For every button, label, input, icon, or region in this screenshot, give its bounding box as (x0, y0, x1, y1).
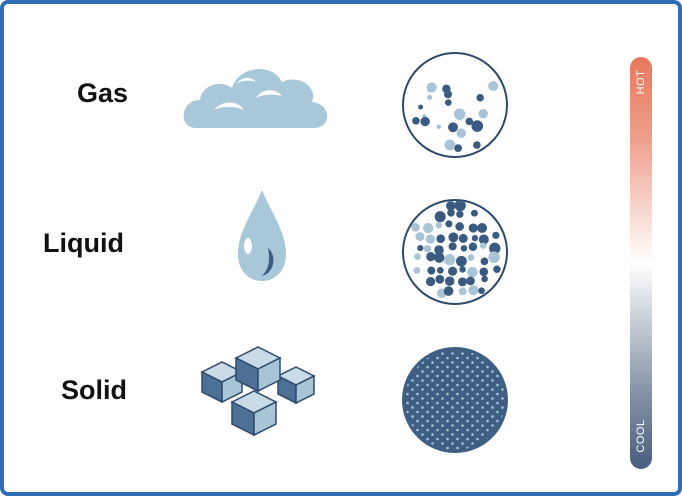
gas-particle (444, 99, 452, 106)
gas-particle (436, 124, 442, 130)
liquid-particle (458, 233, 468, 243)
liquid-particle (425, 276, 436, 287)
liquid-particle (435, 222, 443, 229)
gas-particle (426, 82, 437, 93)
drop (238, 190, 286, 281)
liquid-particle (466, 276, 475, 286)
liquid-particle (460, 245, 468, 252)
gas-particle (456, 128, 467, 138)
liquid-particle (413, 267, 421, 274)
liquid-particle (427, 266, 436, 275)
drop-icon (238, 190, 286, 281)
liquid-particle (493, 265, 501, 273)
liquid-particle (448, 266, 458, 276)
liquid-particle (455, 222, 464, 231)
liquid-particle (467, 266, 478, 278)
drop-shade (262, 248, 274, 276)
liquid-particle (436, 234, 445, 243)
gas-particle (448, 122, 458, 133)
liquid-particle (445, 276, 455, 286)
liquid-particle (435, 274, 445, 284)
liquid-particle (489, 242, 501, 254)
solid-lattice (405, 350, 505, 450)
gas-particle (476, 93, 484, 102)
drop-highlight (244, 238, 252, 254)
liquid-particle (480, 257, 489, 266)
liquid-particle (426, 252, 436, 262)
gas-particles (402, 52, 508, 158)
liquid-particle (434, 211, 446, 223)
hot-label: HOT (635, 70, 647, 95)
liquid-particle (425, 234, 436, 244)
liquid-particle (479, 242, 487, 249)
gas-particle (454, 144, 462, 153)
liquid-particle (481, 275, 488, 283)
liquid-particle (445, 220, 453, 228)
gas-particle (444, 139, 456, 151)
liquid-particle (478, 287, 485, 295)
liquid-particle (434, 245, 444, 255)
cloud-highlight (214, 102, 244, 110)
liquid-particle (470, 209, 478, 217)
liquid-particle (456, 255, 467, 267)
liquid-particle (477, 223, 488, 233)
temperature-bar (630, 57, 652, 469)
liquid-particle (458, 287, 467, 296)
state-label: Liquid (43, 228, 124, 258)
gas-particle (442, 84, 451, 94)
liquid-particle (459, 266, 466, 273)
liquid-particle (414, 253, 421, 261)
liquid-particle (415, 232, 425, 242)
cool-label: COOL (635, 419, 647, 452)
cloud-highlight (256, 90, 282, 98)
cloud-highlight (236, 77, 256, 84)
cloud-icon (183, 69, 328, 128)
liquid-particle (447, 208, 455, 217)
gas-particle (453, 108, 466, 120)
liquid-particle (468, 285, 479, 296)
liquid-particle (478, 234, 489, 245)
state-label: Solid (61, 375, 127, 405)
liquid-particle (492, 231, 500, 239)
liquid-particle (456, 210, 464, 218)
gas-particle (465, 117, 474, 126)
liquid-particle (423, 245, 432, 253)
gas-particle (473, 141, 481, 149)
gas-particle (420, 116, 430, 127)
liquid-particle (448, 232, 459, 243)
gas-particle (418, 104, 424, 110)
liquid-particle (468, 242, 478, 251)
liquid-particle (434, 252, 445, 263)
cloud (183, 69, 328, 128)
gas-particle (471, 120, 484, 132)
gas-particle (427, 94, 433, 100)
cubes-icon (200, 346, 316, 437)
liquid-particle (443, 286, 454, 296)
liquid-particle (468, 223, 478, 233)
liquid-particle (446, 201, 456, 211)
cube-right (295, 374, 315, 405)
liquid-particle (448, 242, 457, 251)
liquid-particle (417, 244, 424, 252)
state-label: Gas (77, 78, 128, 108)
liquid-particle (479, 267, 489, 277)
liquid-particle (454, 201, 466, 212)
gas-particle (478, 108, 488, 119)
liquid-particle (488, 251, 500, 264)
gas-dots (412, 81, 499, 153)
liquid-dots (411, 201, 501, 298)
liquid-particle (443, 253, 456, 266)
liquid-particle (423, 223, 434, 234)
liquid-particle (436, 266, 444, 274)
liquid-particle (467, 254, 475, 261)
liquid-particle (471, 234, 479, 242)
liquid-particle (457, 277, 467, 287)
gas-particle (488, 81, 499, 92)
cube-right (257, 356, 281, 393)
liquid-particle (411, 222, 420, 232)
cube-right (253, 400, 277, 437)
gas-particle (412, 116, 420, 125)
